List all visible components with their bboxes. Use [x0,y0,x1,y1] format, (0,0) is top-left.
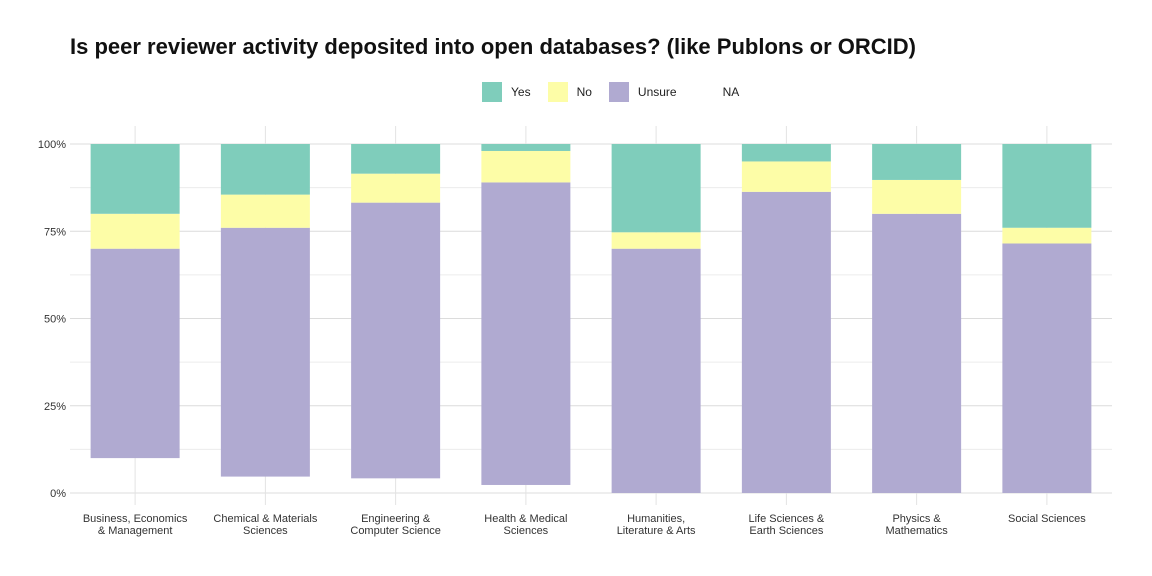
x-tick-label: Computer Science [350,525,441,537]
legend-item-unsure: Unsure [608,82,677,102]
x-tick-label: Sciences [504,525,549,537]
bar-yes [872,144,962,180]
bar-unsure [1002,243,1092,493]
y-tick-label: 50% [44,314,66,326]
legend-label-no: No [576,85,592,99]
x-tick-label: Humanities, [627,513,685,525]
bar-yes [481,144,571,151]
legend-label-yes: Yes [511,85,531,99]
bar-unsure [872,213,962,494]
y-tick-label: 100% [38,139,66,151]
bar-yes [220,144,310,195]
legend-swatch-unsure [608,82,629,102]
bar-unsure [220,227,310,477]
bar-unsure [90,248,180,459]
bar-no [220,194,310,228]
bar-no [90,213,180,249]
bar-yes [351,144,441,174]
bar-unsure [741,191,831,494]
bar-no [351,173,441,203]
bar-no [872,179,962,214]
bar-no [481,150,571,183]
bar-yes [1002,144,1092,228]
legend-swatch-no [547,82,568,102]
legend-label-na: NA [722,85,740,99]
x-tick-label: Life Sciences & [748,513,824,525]
legend-item-na: NA [694,82,740,102]
x-tick-label: Chemical & Materials [213,513,317,525]
bar-yes [741,144,831,162]
x-tick-label: & Management [98,525,173,537]
x-tick-label: Earth Sciences [749,525,823,537]
x-tick-label: Mathematics [885,525,948,537]
bar-no [611,232,701,249]
y-tick-label: 25% [44,401,66,413]
x-tick-label: Social Sciences [1008,513,1086,525]
bar-unsure [351,202,441,479]
legend-item-no: No [547,82,592,102]
bar-no [1002,227,1092,244]
legend-label-unsure: Unsure [637,85,677,99]
legend-item-yes: Yes [482,82,531,102]
x-tick-label: Health & Medical [484,513,567,525]
legend-swatch-yes [482,82,502,102]
bar-yes [90,144,180,214]
x-tick-label: Physics & [892,513,941,525]
bar-yes [611,144,701,233]
y-tick-label: 0% [50,488,66,500]
legend: Yes No Unsure NA [482,82,756,102]
x-tick-label: Engineering & [361,513,431,525]
y-tick-label: 75% [44,226,66,238]
bar-unsure [481,182,571,485]
bar-unsure [611,248,701,493]
chart-title: Is peer reviewer activity deposited into… [70,34,916,59]
x-tick-label: Literature & Arts [617,525,696,537]
bar-no [741,161,831,192]
x-tick-label: Business, Economics [83,513,188,525]
x-tick-label: Sciences [243,525,288,537]
